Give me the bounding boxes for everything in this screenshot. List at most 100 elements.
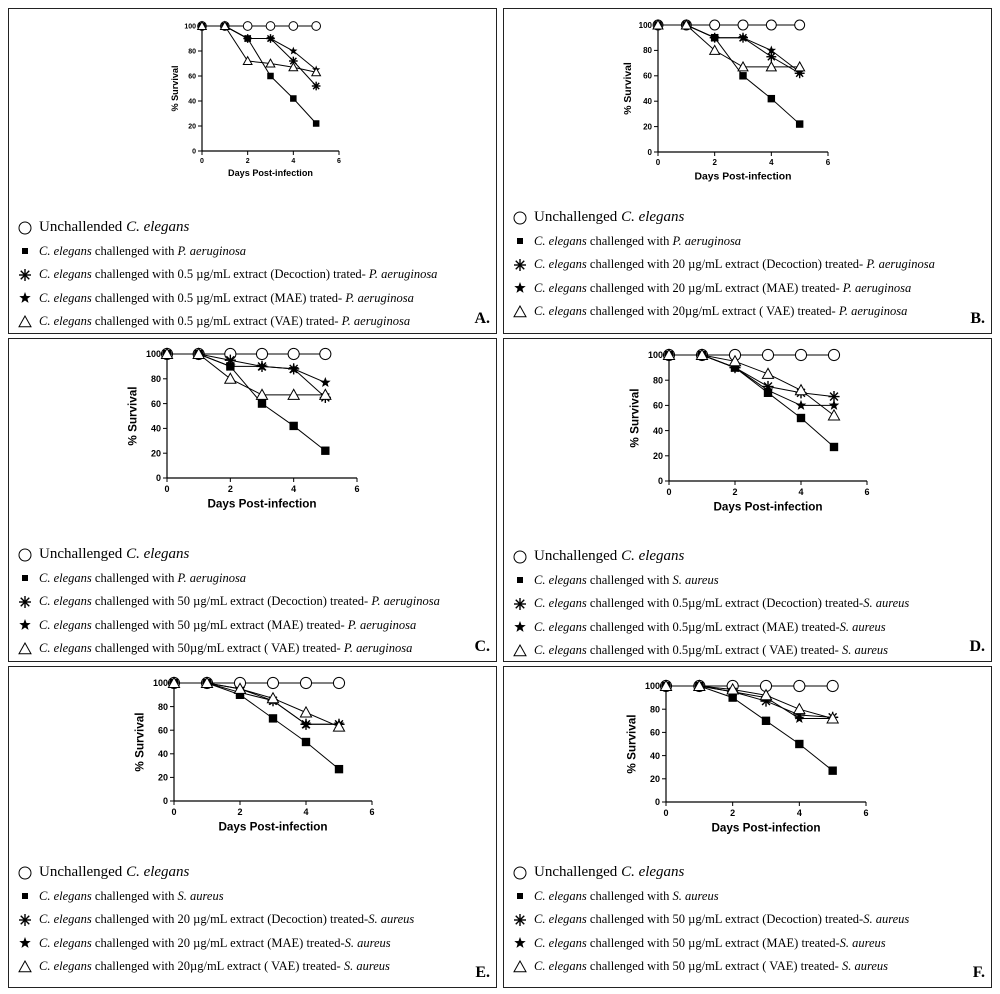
survival-plot: 0 20 40 60 80 100 0 2 4 6 Days Post-infection % Sur… [170,20,341,178]
data-point-star [225,360,236,371]
legend-label: C. elegans challenged with 20 µg/mL extr… [39,932,391,956]
legend-item: C. elegans challenged with 0.5µg/mL extr… [512,639,909,663]
y-tick-label: 100 [645,681,660,691]
data-point-circle [827,348,841,362]
data-point-square [312,120,320,127]
legend-text: challenged with 0.5µg/mL extract (MAE) t… [586,619,840,634]
data-point-circle [793,679,806,693]
species-name: C. elegans [39,617,92,632]
y-tick-label: 0 [658,476,663,486]
data-point-circle [709,19,721,31]
legend-item: C. elegans challenged with P. aeruginosa [512,230,935,254]
species-name: S. aureus [841,643,889,657]
data-point-triangle [662,348,676,360]
species-name: P. aeruginosa [371,594,440,608]
data-point-circle [826,679,839,693]
x-axis-label: Days Post-infection [713,501,822,514]
star-marker [19,292,31,304]
series-triangle [652,19,806,72]
y-tick-label: 40 [653,426,663,436]
star-marker-icon [19,292,31,304]
series-line [669,354,835,416]
data-point-triangle [200,676,214,688]
y-tick-label: 80 [643,46,652,55]
legend-label: C. elegans challenged with 50 µg/mL extr… [534,932,886,956]
data-point-star [709,32,720,42]
data-point-triangle [160,347,174,359]
species-name: P. aeruginosa [842,280,912,295]
species-name: C. elegans [534,304,587,318]
legend-label: C. elegans challenged with 50µg/mL extra… [39,637,412,661]
legend-text: challenged with 20µg/mL extract ( VAE) t… [91,959,344,973]
circle-marker [18,221,32,235]
data-point-triangle [737,60,749,72]
y-tick-label: 20 [643,122,652,131]
legend-item: C. elegans challenged with P. aeruginosa [17,567,440,591]
x-tick-label: 2 [730,808,735,818]
legend-label: Unchallenged C. elegans [534,861,684,885]
x-tick-label: 4 [769,158,774,167]
species-name: C. elegans [534,280,587,295]
legend-text: Unchallenged [534,548,622,564]
species-name: C. elegans [39,888,92,903]
triangle-marker [513,643,527,657]
legend-item: C. elegans challenged with 50 µg/mL extr… [512,955,909,979]
legend-item: C. elegans challenged with 0.5 µg/mL ext… [17,310,437,334]
asterisk-marker [514,258,526,271]
asterisk-marker [514,913,526,926]
square-marker-icon [22,248,28,255]
legend: Unchallenged C. elegans C. elegans challe… [17,543,440,661]
y-tick-label: 0 [156,473,161,483]
legend: Unchallenged C. elegans C. elegans challe… [512,545,909,663]
x-tick-label: 6 [337,158,341,165]
legend-text: challenged with 20 µg/mL extract (Decoct… [91,912,369,926]
chart-panel-a: 0 20 40 60 80 100 0 2 4 6 Days Post-infection % Sur… [8,8,497,334]
series-line [167,353,326,383]
x-tick-label: 0 [200,158,204,165]
legend-text: challenged with 20µg/mL extract ( VAE) t… [586,304,839,318]
data-point-circle [299,676,313,690]
circle-marker-icon [513,866,527,880]
data-point-triangle [287,388,301,400]
triangle-marker-icon [18,641,32,655]
data-point-triangle [695,348,709,360]
circle-marker [18,866,32,880]
chart-panel-f: 0 20 40 60 80 100 0 2 4 6 Days Post-infection % Sur… [503,666,992,988]
survival-plot: 0 20 40 60 80 100 0 2 4 6 Days Post-infection % Sur… [628,348,870,514]
legend-label: Unchallenged C. elegans [534,545,684,569]
species-name: S. aureus [863,596,910,610]
series-line [174,682,339,725]
square-marker-icon [22,575,28,582]
data-point-circle [794,348,808,362]
data-point-star [289,46,298,55]
series-star [660,680,838,723]
series-line [669,354,835,398]
data-point-triangle [792,702,806,715]
species-name: C. elegans [534,935,587,950]
legend-text: challenged with 0.5 µg/mL extract (MAE) … [91,290,346,305]
y-tick-label: 0 [655,797,660,807]
series-line [666,685,833,772]
y-tick-label: 40 [650,751,660,761]
asterisk-marker-icon [19,595,31,608]
species-name: S. aureus [344,935,391,950]
species-name: C. elegans [39,267,92,281]
legend-item: Unchallenged C. elegans [512,545,909,569]
data-point-star [794,67,805,76]
data-point-circle [266,676,280,690]
data-point-star [794,712,805,723]
y-tick-label: 0 [648,148,653,157]
y-tick-label: 80 [650,704,660,714]
asterisk-marker-icon [19,913,31,926]
data-point-star [738,32,748,42]
data-point-star [762,384,774,395]
panel-label: D. [969,638,985,655]
series-line [658,24,800,68]
y-axis-label: % Survival [628,388,641,447]
star-marker-icon [514,937,526,949]
series-triangle [659,679,840,724]
y-axis-label: % Survival [126,386,139,445]
x-axis-label: Days Post-infection [207,498,316,511]
data-point-square [289,421,298,431]
legend-item: C. elegans challenged with S. aureus [17,885,414,909]
